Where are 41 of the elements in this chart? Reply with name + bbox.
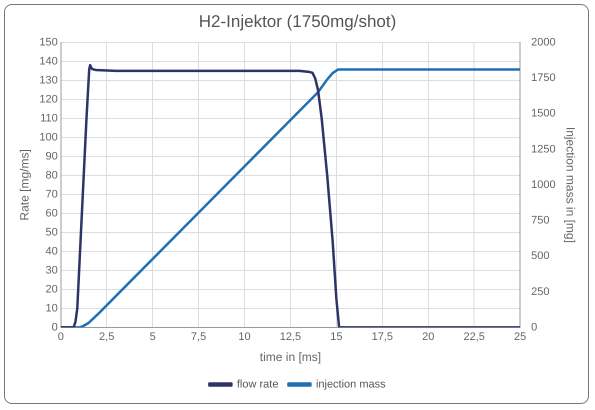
- y-tick-label: 20: [46, 283, 58, 296]
- x-tick-label: 17,5: [372, 331, 394, 344]
- y-tick-label: 70: [46, 188, 58, 200]
- y-tick-label: 140: [39, 55, 58, 68]
- y2-axis-title: Injection mass in [mg]: [563, 126, 578, 243]
- y2-tick-label: 250: [531, 286, 550, 298]
- y-tick-label: 110: [40, 112, 58, 124]
- y-tick-label: 30: [46, 264, 58, 276]
- y-tick-label: 60: [46, 207, 58, 220]
- y2-tick-label: 1500: [531, 108, 556, 120]
- legend-label: flow rate: [236, 378, 278, 391]
- y2-tick-label: 500: [531, 250, 550, 262]
- x-tick-label: 12,5: [280, 331, 302, 344]
- y-tick-label: 50: [46, 226, 58, 238]
- y-tick-label: 150: [39, 36, 58, 48]
- x-tick-label: 2,5: [99, 331, 114, 344]
- x-axis-title: time in [ms]: [260, 350, 322, 364]
- y-tick-label: 10: [46, 302, 58, 314]
- y-tick-label: 130: [39, 74, 58, 86]
- y2-tick-label: 2000: [531, 36, 556, 48]
- y-tick-label: 0: [52, 321, 58, 334]
- y2-tick-label: 750: [531, 214, 550, 227]
- x-tick-label: 22,5: [463, 331, 485, 344]
- chart-title: H2-Injektor (1750mg/shot): [198, 12, 396, 31]
- y2-tick-label: 1750: [531, 72, 556, 84]
- y-tick-label: 120: [39, 93, 58, 106]
- x-tick-label: 5: [150, 331, 156, 344]
- x-tick-label: 15: [330, 331, 343, 344]
- y2-tick-label: 0: [531, 321, 538, 334]
- x-tick-label: 10: [238, 331, 251, 344]
- y-tick-label: 100: [39, 131, 58, 144]
- x-tick-label: 20: [422, 331, 434, 344]
- y-axis-title: Rate [mg/ms]: [18, 149, 32, 221]
- y2-tick-label: 1000: [531, 178, 556, 191]
- y-tick-label: 40: [46, 245, 58, 258]
- x-tick-label: 25: [514, 331, 526, 344]
- y2-tick-label: 1250: [531, 143, 556, 156]
- legend-label: injection mass: [316, 378, 386, 391]
- x-tick-label: 7,5: [190, 331, 206, 344]
- y-tick-label: 90: [46, 150, 58, 162]
- y-tick-label: 80: [46, 169, 58, 182]
